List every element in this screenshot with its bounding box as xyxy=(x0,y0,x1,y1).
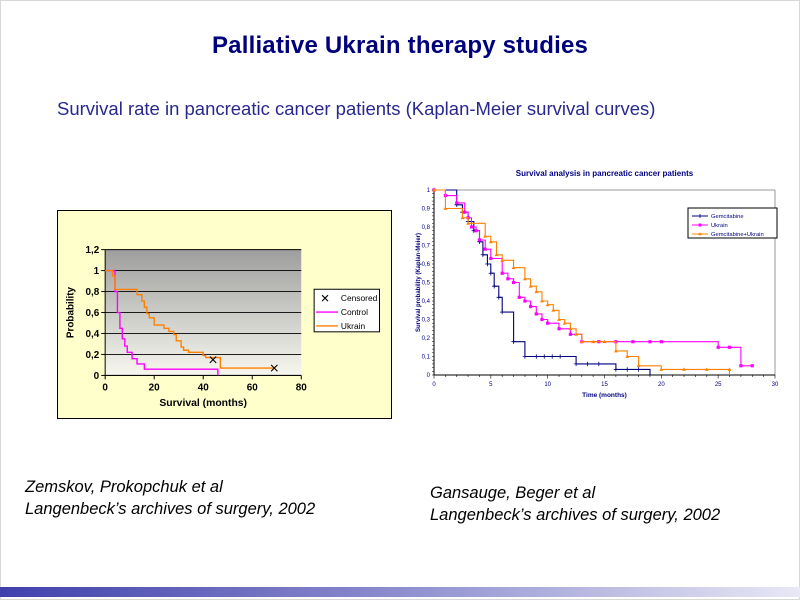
svg-text:1: 1 xyxy=(94,266,100,277)
svg-text:60: 60 xyxy=(247,382,259,393)
svg-text:0,2: 0,2 xyxy=(422,336,431,342)
svg-text:0,6: 0,6 xyxy=(422,262,431,268)
x-axis-label: Survival (months) xyxy=(159,398,247,409)
svg-text:40: 40 xyxy=(198,382,210,393)
censored-marks xyxy=(209,356,278,372)
x-axis-label: Time (months) xyxy=(582,392,627,399)
axes: 0 20 40 60 80 0 0,2 0,4 0,6 0,8 1 1,2 xyxy=(85,245,307,393)
svg-text:Control: Control xyxy=(341,307,368,317)
svg-text:0,2: 0,2 xyxy=(85,350,99,361)
svg-text:0,3: 0,3 xyxy=(422,318,431,324)
gansauge-chart-panel: Survival analysis in pancreatic cancer p… xyxy=(413,163,790,428)
citation-zemskov: Zemskov, Prokopchuk et al Langenbeck’s a… xyxy=(25,477,315,521)
kaplan-meier-chart-zemskov: 0 20 40 60 80 0 0,2 0,4 0,6 0,8 1 1,2 Probability Sur… xyxy=(65,245,380,409)
svg-text:30: 30 xyxy=(772,382,779,388)
svg-text:0: 0 xyxy=(102,382,108,393)
svg-text:80: 80 xyxy=(296,382,308,393)
svg-text:0,4: 0,4 xyxy=(85,329,99,340)
chart-title: Survival analysis in pancreatic cancer p… xyxy=(516,169,694,178)
svg-text:0,5: 0,5 xyxy=(422,281,431,287)
citation-authors: Zemskov, Prokopchuk et al xyxy=(25,478,223,496)
svg-text:Ukrain: Ukrain xyxy=(711,223,728,229)
slide-title: Palliative Ukrain therapy studies xyxy=(211,32,589,59)
curve-gemcitabine-ukrain xyxy=(432,188,732,375)
citation-authors: Gansauge, Beger et al xyxy=(430,484,596,502)
svg-text:Censored: Censored xyxy=(341,293,378,303)
svg-text:Gemcitabine+Ukrain: Gemcitabine+Ukrain xyxy=(711,232,764,238)
svg-text:0,4: 0,4 xyxy=(422,299,431,305)
svg-text:Gemcitabine: Gemcitabine xyxy=(711,214,744,220)
curve-control xyxy=(105,269,219,376)
citation-journal: Langenbeck’s archives of surgery, 2002 xyxy=(430,505,721,524)
legend: Censored Control Ukrain xyxy=(313,288,380,333)
svg-text:0,6: 0,6 xyxy=(85,308,99,319)
svg-text:0,8: 0,8 xyxy=(422,225,431,231)
svg-text:10: 10 xyxy=(544,382,551,388)
y-axis-label: Probability xyxy=(65,286,76,338)
citation-gansauge: Gansauge, Beger et al Langenbeck’s archi… xyxy=(430,483,720,527)
svg-text:0,7: 0,7 xyxy=(422,244,431,250)
slide-subtitle: Survival rate in pancreatic cancer patie… xyxy=(57,98,656,119)
curve-gemcitabine xyxy=(431,187,651,375)
svg-text:0: 0 xyxy=(432,382,436,388)
svg-text:0,1: 0,1 xyxy=(422,355,431,361)
svg-text:20: 20 xyxy=(658,382,665,388)
svg-text:15: 15 xyxy=(601,382,608,388)
svg-text:Ukrain: Ukrain xyxy=(341,321,366,331)
kaplan-meier-chart-gansauge: Survival analysis in pancreatic cancer p… xyxy=(416,169,779,399)
svg-text:0,8: 0,8 xyxy=(85,287,99,298)
svg-text:0,9: 0,9 xyxy=(422,207,431,213)
axes: 0 5 10 15 20 25 30 0 0,1 0,2 0,3 0,4 0,5 0,6 0,7 0,8 0,9… xyxy=(422,188,779,388)
svg-text:1: 1 xyxy=(427,188,431,194)
svg-text:1,2: 1,2 xyxy=(85,245,99,256)
axis-labels: Time (months) Survival probability (Kapla… xyxy=(416,233,627,399)
curve-ukrain xyxy=(105,269,275,369)
svg-text:25: 25 xyxy=(715,382,722,388)
legend: Gemcitabine Ukrain Gemcitabine+Ukrain xyxy=(687,207,778,239)
bottom-gradient-bar xyxy=(0,587,800,597)
svg-text:0: 0 xyxy=(427,373,431,379)
svg-text:20: 20 xyxy=(149,382,161,393)
svg-text:0: 0 xyxy=(94,371,100,382)
svg-text:Survival analysis in pancreati: Survival analysis in pancreatic cancer p… xyxy=(516,169,694,178)
y-axis-label: Survival probability (Kaplan-Meier) xyxy=(416,233,422,332)
citation-journal: Langenbeck’s archives of surgery, 2002 xyxy=(25,499,316,518)
axis-labels: Probability Survival (months) xyxy=(65,286,247,409)
zemskov-chart-panel: 0 20 40 60 80 0 0,2 0,4 0,6 0,8 1 1,2 Probability Sur… xyxy=(57,210,392,419)
svg-text:5: 5 xyxy=(489,382,493,388)
